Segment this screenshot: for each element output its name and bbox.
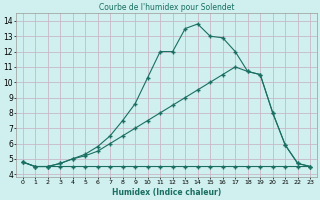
X-axis label: Humidex (Indice chaleur): Humidex (Indice chaleur) [112, 188, 221, 197]
Title: Courbe de l'humidex pour Solendet: Courbe de l'humidex pour Solendet [99, 3, 234, 12]
